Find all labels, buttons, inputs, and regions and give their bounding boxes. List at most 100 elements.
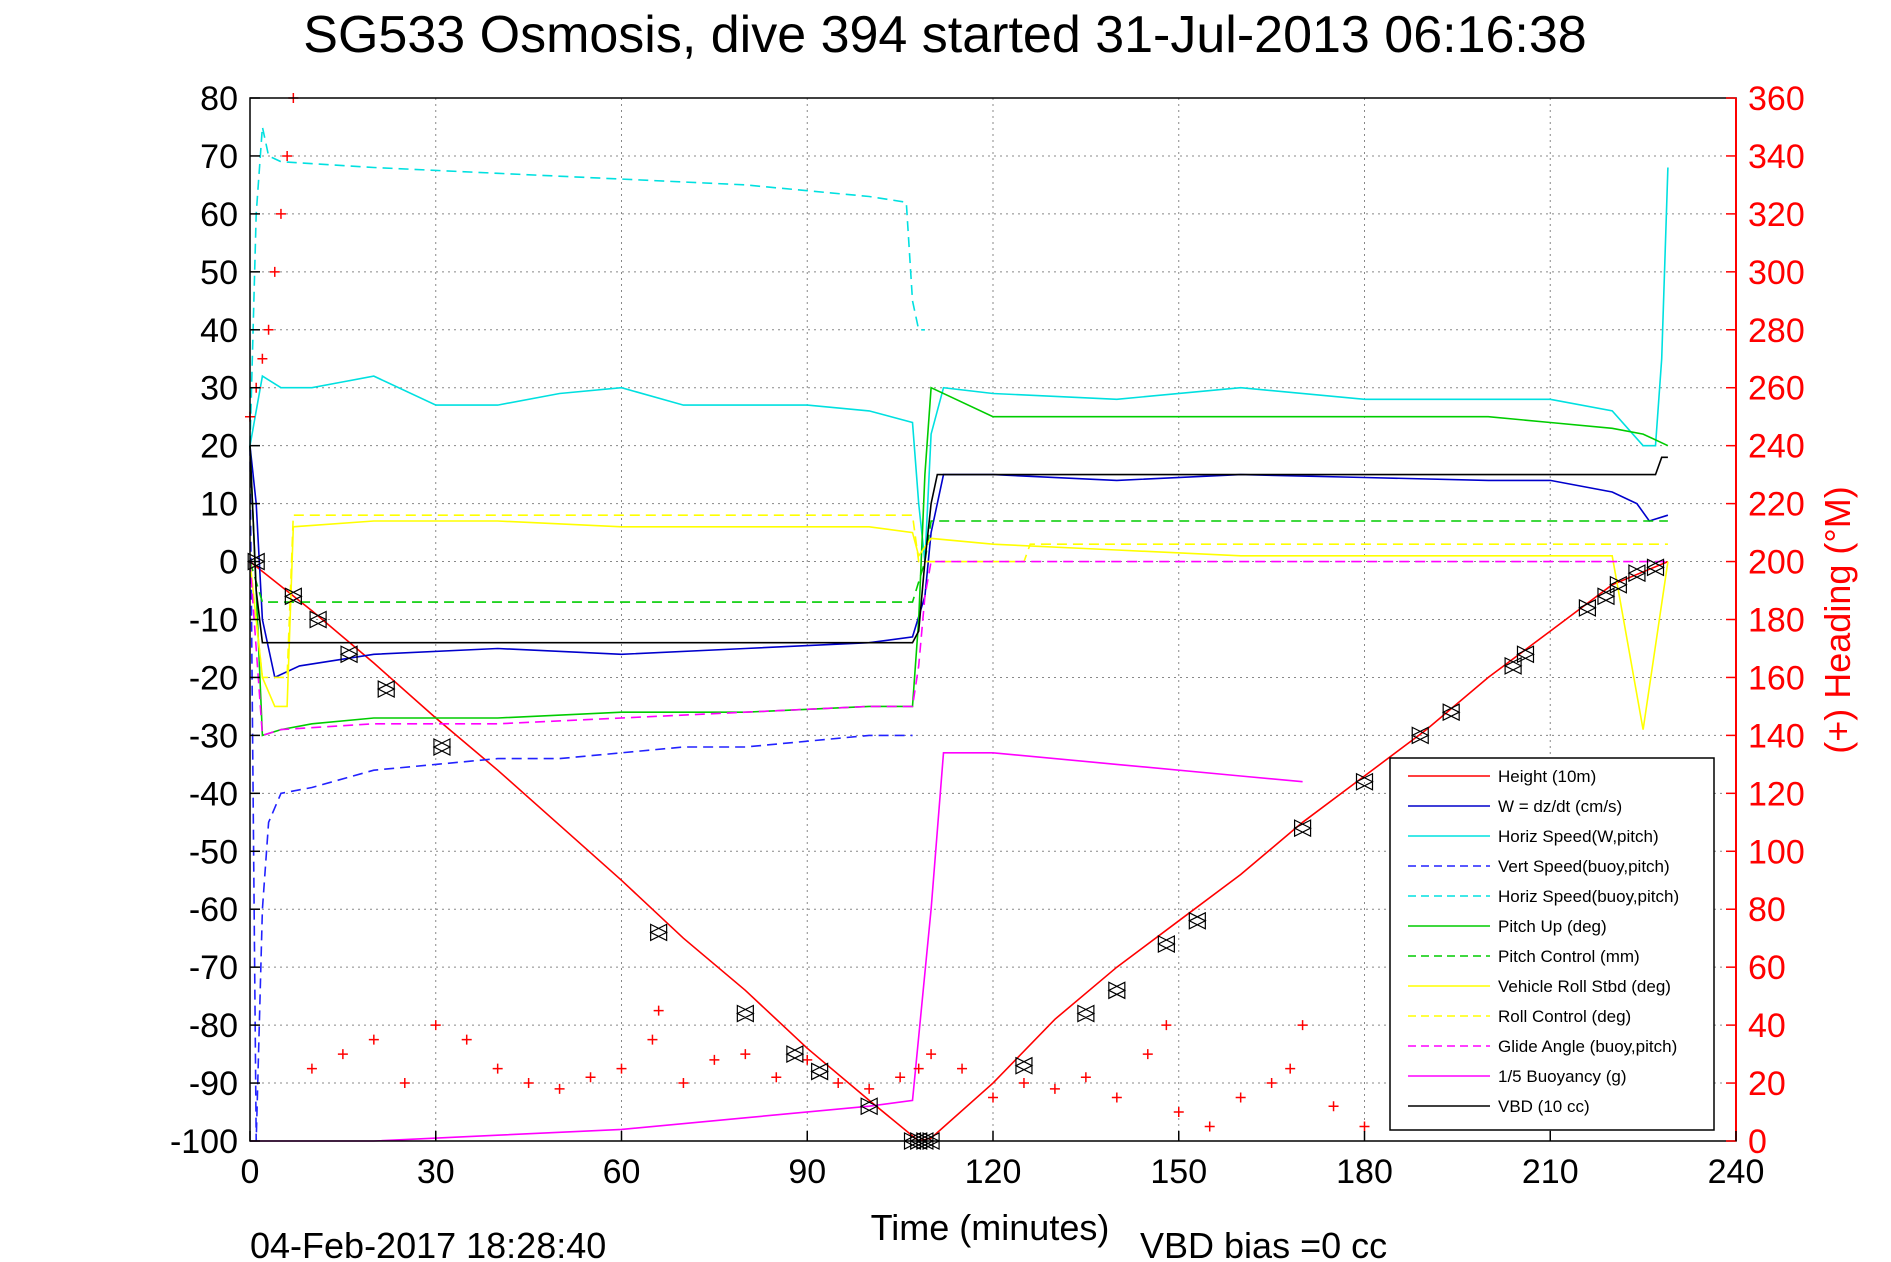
- heading-point: [399, 1078, 410, 1089]
- height-marker: [1355, 772, 1374, 791]
- heading-point: [461, 1034, 472, 1045]
- series-vert-speed-buoy-pitch: [249, 445, 913, 1142]
- right-axis-ticks: 3603403203002802602402202001801601401201…: [1726, 80, 1805, 1161]
- height-marker: [1107, 981, 1127, 1000]
- y2-tick-label: 360: [1748, 80, 1805, 118]
- heading-point: [1359, 1121, 1370, 1132]
- left-axis-ticks: 80 70 60 50 40 30 20 10 0 -10 -20 -30 -40 -50 -60 -70 -8…: [170, 80, 260, 1161]
- y2-tick-label: 140: [1748, 717, 1805, 755]
- y-tick-label: 10: [200, 486, 238, 524]
- heading-point: [368, 1034, 379, 1045]
- heading-point: [430, 1020, 441, 1031]
- x-tick-label: 30: [417, 1153, 455, 1191]
- y2-tick-label: 220: [1748, 486, 1805, 524]
- y-tick-label: -10: [189, 602, 238, 640]
- height-marker: [1410, 726, 1430, 745]
- legend-entry: Vert Speed(buoy,pitch): [1498, 857, 1670, 876]
- series-layer: [249, 126, 1669, 1142]
- y2-tick-label: 280: [1748, 312, 1805, 350]
- x-tick-label: 180: [1336, 1153, 1393, 1191]
- heading-point: [257, 353, 268, 364]
- series-glide-angle-buoy-pitch: [249, 560, 1668, 737]
- height-marker: [308, 610, 328, 629]
- height-marker: [1596, 587, 1616, 606]
- heading-point: [740, 1049, 751, 1060]
- heading-point: [1328, 1101, 1339, 1112]
- x-tick-label: 210: [1522, 1153, 1579, 1191]
- height-marker: [735, 1004, 755, 1023]
- y-tick-label: 80: [200, 80, 238, 118]
- y-tick-label: -70: [189, 949, 238, 987]
- heading-point: [709, 1054, 720, 1065]
- heading-point: [554, 1083, 565, 1094]
- heading-point: [1142, 1049, 1153, 1060]
- heading-point: [1049, 1083, 1060, 1094]
- legend-entry: Glide Angle (buoy,pitch): [1498, 1037, 1677, 1056]
- heading-point: [771, 1072, 782, 1083]
- heading-point: [1297, 1020, 1308, 1031]
- heading-point: [833, 1078, 844, 1089]
- legend: Height (10m) W = dz/dt (cm/s) Horiz Speed(…: [1389, 757, 1715, 1131]
- heading-point: [1161, 1020, 1172, 1031]
- heading-point: [523, 1078, 534, 1089]
- heading-point: [1018, 1078, 1029, 1089]
- heading-point: [1235, 1092, 1246, 1103]
- y2-tick-label: 160: [1748, 659, 1805, 697]
- y-tick-label: -100: [170, 1123, 238, 1161]
- heading-point: [647, 1034, 658, 1045]
- heading-point: [492, 1063, 503, 1074]
- height-marker: [1441, 703, 1461, 722]
- series-1-5-buoyancy-g: [250, 751, 1303, 1142]
- height-marker: [1014, 1056, 1034, 1075]
- height-marker: [1627, 564, 1647, 583]
- right-axis-label: (+) Heading (°M): [1817, 486, 1858, 753]
- height-marker: [246, 552, 266, 571]
- y-tick-label: 0: [219, 544, 238, 582]
- heading-point: [616, 1063, 627, 1074]
- height-marker: [1293, 819, 1312, 838]
- height-marker: [1187, 911, 1207, 930]
- heading-point: [275, 208, 286, 219]
- y2-tick-label: 40: [1748, 1007, 1786, 1045]
- x-tick-label: 0: [241, 1153, 260, 1191]
- legend-entry: Horiz Speed(buoy,pitch): [1498, 887, 1679, 906]
- legend-box: [1389, 757, 1715, 1131]
- legend-entry: Pitch Up (deg): [1498, 917, 1607, 936]
- x-axis-ticks: 0 30 60 90 120 150 180 210 240: [241, 1131, 1764, 1191]
- heading-point: [926, 1049, 937, 1060]
- y2-tick-label: 180: [1748, 602, 1805, 640]
- y-tick-label: -40: [189, 775, 238, 813]
- heading-point: [913, 1063, 924, 1074]
- height-marker: [1609, 575, 1628, 594]
- height-marker: [1578, 598, 1597, 617]
- heading-point: [1173, 1107, 1184, 1118]
- heading-point: [263, 324, 274, 335]
- y-tick-label: -50: [189, 833, 238, 871]
- height-marker: [785, 1045, 805, 1064]
- y-tick-label: -60: [189, 891, 238, 929]
- x-tick-label: 150: [1150, 1153, 1207, 1191]
- y-tick-label: -80: [189, 1007, 238, 1045]
- series-vbd-10-cc: [249, 445, 1668, 644]
- heading-point: [282, 150, 293, 161]
- heading-point: [269, 266, 280, 277]
- heading-point: [653, 1005, 664, 1016]
- series-horiz-speed-buoy-pitch: [249, 126, 925, 446]
- y-tick-label: -20: [189, 659, 238, 697]
- x-tick-label: 60: [603, 1153, 641, 1191]
- legend-entry: Pitch Control (mm): [1498, 947, 1640, 966]
- y2-tick-label: 240: [1748, 428, 1805, 466]
- legend-entry: 1/5 Buoyancy (g): [1498, 1067, 1627, 1086]
- y-tick-label: -90: [189, 1065, 238, 1103]
- heading-point: [1204, 1121, 1215, 1132]
- height-marker: [432, 738, 452, 756]
- y2-tick-label: 100: [1748, 833, 1805, 871]
- heading-point: [1080, 1072, 1091, 1083]
- height-marker: [376, 680, 396, 699]
- y2-tick-label: 320: [1748, 196, 1805, 234]
- heading-point: [864, 1083, 875, 1094]
- legend-entry: W = dz/dt (cm/s): [1498, 797, 1622, 816]
- heading-point: [1111, 1092, 1122, 1103]
- y2-tick-label: 20: [1748, 1065, 1786, 1103]
